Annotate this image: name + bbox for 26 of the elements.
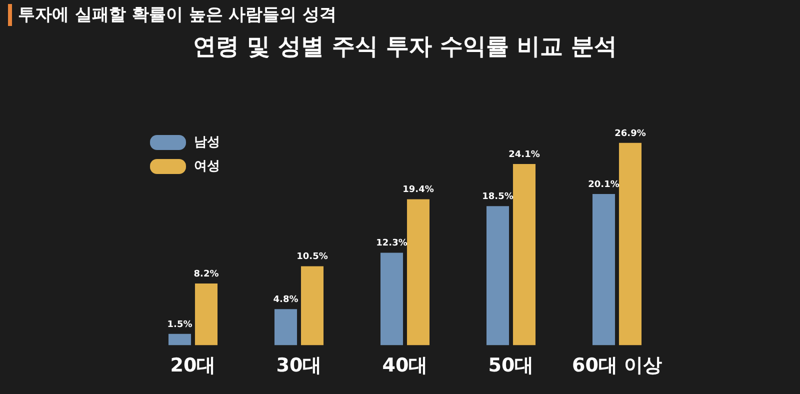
x-tick-label: 30대	[276, 354, 322, 377]
bar	[486, 206, 510, 346]
bar	[194, 284, 218, 346]
x-tick-label: 60대 이상	[572, 354, 662, 377]
chart-title: 연령 및 성별 주식 투자 수익률 비교 분석	[192, 34, 618, 60]
bar	[406, 199, 430, 346]
x-tick-label: 20대	[170, 354, 216, 377]
bar	[380, 252, 404, 346]
chart-subtitle: 투자에 실패할 확률이 높은 사람들의 성격	[8, 4, 337, 26]
bar	[512, 164, 536, 346]
data-label: 26.9%	[614, 128, 646, 139]
x-tick-label: 40대	[382, 354, 428, 377]
bar	[618, 142, 642, 346]
bar	[168, 334, 192, 346]
bar	[592, 194, 616, 346]
x-tick-label: 50대	[488, 354, 534, 377]
bar	[300, 266, 324, 346]
legend-label: 남성	[194, 134, 220, 151]
bar	[274, 309, 298, 346]
data-label: 4.8%	[273, 294, 298, 305]
data-label: 8.2%	[194, 269, 219, 280]
data-label: 24.1%	[508, 150, 540, 160]
data-label: 1.5%	[167, 320, 192, 330]
data-label: 19.4%	[402, 185, 434, 196]
legend-label: 여성	[194, 158, 220, 175]
data-label: 10.5%	[296, 252, 328, 262]
